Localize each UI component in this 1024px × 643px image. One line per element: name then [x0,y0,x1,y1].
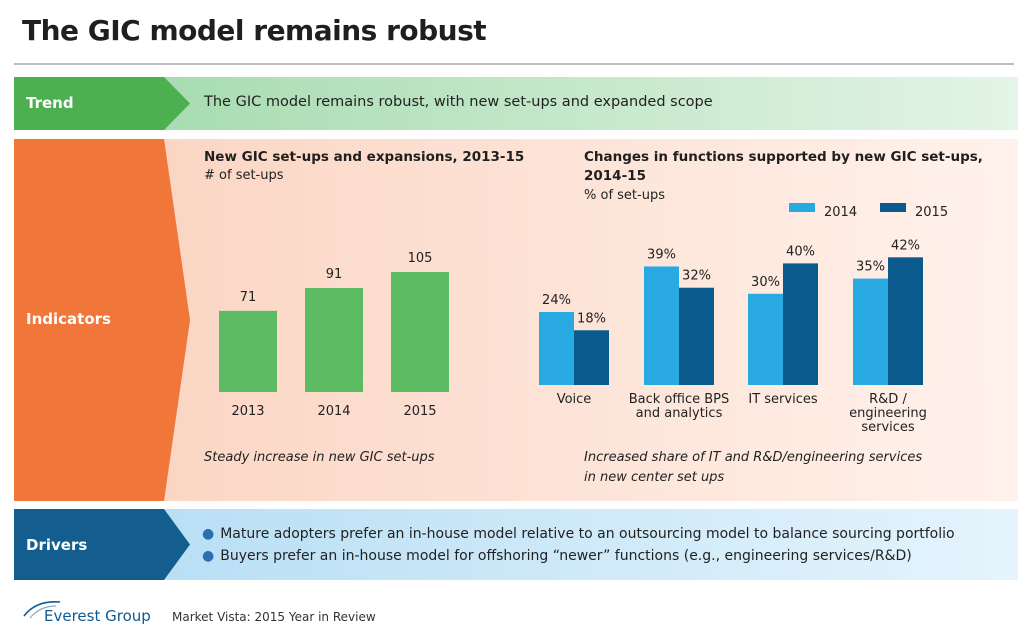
drivers-tab: Drivers [14,509,190,580]
data-label: 42% [891,238,920,253]
drivers-label: Drivers [26,536,88,554]
data-label: 35% [856,260,885,275]
left-chart-note: Steady increase in new GIC set-ups [204,450,435,465]
bar-2014-0 [539,312,574,385]
driver-text: Mature adopters prefer an in-house model… [220,526,955,542]
data-label: 39% [647,247,676,262]
data-label: 105 [408,251,433,266]
drivers-band: Drivers ● Mature adopters prefer an in-ho… [14,509,1018,580]
trend-chevron-shape [14,77,190,130]
right-chart-subtitle: % of set-ups [584,188,665,203]
indicator-charts: 71 2013 91 2014 105 2015 24% 39% 30% 35% 18% 32% 40%… [219,203,948,435]
bar-2014-1 [644,266,679,385]
driver-item: ● Mature adopters prefer an in-house mode… [202,526,955,542]
data-label: 40% [786,244,815,259]
category-label: 2013 [231,404,264,419]
trend-label: Trend [26,94,74,112]
driver-item: ● Buyers prefer an in-house model for off… [202,548,912,564]
trend-background [164,77,1018,130]
trend-band: Trend The GIC model remains robust, with… [14,77,1018,130]
bar-2013 [219,310,277,392]
legend-swatch-2015 [880,203,906,212]
bar-2014-2 [748,293,783,385]
category-label: Back office BPS [629,392,730,407]
brand-name: Everest Group [44,607,151,625]
data-label: 24% [542,293,571,308]
left-chart-subtitle: # of set-ups [204,168,284,183]
legend-swatch-2014 [789,203,815,212]
trend-text: The GIC model remains robust, with new s… [204,94,713,110]
source-text: Market Vista: 2015 Year in Review [172,610,376,624]
category-label: services [861,420,915,435]
category-label: R&D / [869,392,907,407]
driver-text: Buyers prefer an in-house model for offs… [220,548,912,564]
category-label: IT services [748,392,817,407]
everest-logo-icon [23,600,61,619]
drivers-background [164,509,1018,580]
indicators-chevron-shape [14,139,190,501]
indicators-tab: Indicators [14,139,190,501]
bar-2015-3 [888,257,923,385]
page-title: The GIC model remains robust [22,14,487,47]
bar-2015 [391,272,449,392]
data-label: 30% [751,275,780,290]
legend-label: 2015 [915,205,948,220]
category-label: 2015 [403,404,436,419]
data-label: 32% [682,269,711,284]
bullet-icon: ● [202,526,215,542]
indicators-band: Indicators New GIC set-ups and expansion… [14,139,1018,501]
indicators-label: Indicators [26,310,111,328]
title-divider [14,63,1014,65]
trend-tab: Trend [14,77,190,130]
bar-2015-0 [574,330,609,385]
right-chart-title-line2: 2014-15 [584,168,646,184]
drivers-chevron-shape [14,509,190,580]
bullet-icon: ● [202,548,215,564]
bar-2014 [305,288,363,392]
bar-2015-2 [783,263,818,385]
right-chart-note-line1: Increased share of IT and R&D/engineerin… [584,450,923,465]
category-label: Voice [557,392,592,407]
bar-2014-3 [853,278,888,385]
right-chart-note-line2: in new center set ups [584,470,725,485]
legend-label: 2014 [824,205,857,220]
left-chart-title: New GIC set-ups and expansions, 2013-15 [204,149,525,165]
right-chart-title-line1: Changes in functions supported by new GI… [584,149,983,165]
data-label: 71 [240,290,257,305]
category-label: 2014 [317,404,350,419]
category-label: engineering [849,406,927,421]
data-label: 91 [326,267,343,282]
bar-2015-1 [679,287,714,385]
category-label: and analytics [636,406,723,421]
data-label: 18% [577,311,606,326]
